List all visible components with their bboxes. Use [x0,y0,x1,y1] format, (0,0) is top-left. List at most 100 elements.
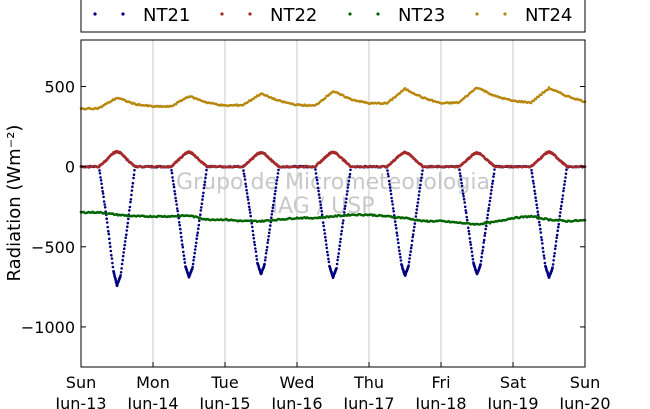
data-point [273,196,276,200]
data-point [459,178,463,181]
data-point [465,218,469,222]
data-point [489,196,492,199]
data-point [108,241,112,245]
data-point [487,209,490,212]
data-point [419,183,422,187]
data-point [409,246,413,250]
data-point [124,236,127,240]
data-point [408,253,412,257]
data-series [79,86,587,288]
plot-area-frame [80,39,586,368]
data-point [200,206,203,209]
data-point [542,254,546,257]
data-point [560,204,563,208]
data-point [183,257,186,261]
x-tick-label-day: Thu [353,373,384,392]
data-point [551,266,554,270]
data-point [176,209,179,213]
data-point [348,172,352,176]
data-point [119,274,122,277]
data-point [479,259,483,263]
data-point [387,179,391,183]
data-point [490,189,493,192]
data-point [182,254,186,257]
data-point [347,179,351,183]
data-point [462,195,465,198]
data-point [101,192,105,195]
data-point [409,250,413,253]
data-point [110,257,114,260]
x-tick-label-day: Mon [136,373,170,392]
data-point [491,179,495,183]
data-point [319,206,323,210]
data-point [561,197,564,201]
data-point [540,93,543,96]
y-axis-label: Radiation (Wm⁻²) [4,125,25,282]
data-point [175,207,179,210]
data-point [100,186,104,189]
data-point [132,176,135,180]
data-point [470,250,474,254]
y-tick-label: 0 [65,158,75,177]
data-point [248,208,251,211]
data-point [559,211,562,214]
data-point [488,203,491,207]
data-point [396,234,399,237]
data-point [388,186,392,189]
data-point [414,215,418,218]
data-point [416,201,420,204]
data-point [316,186,320,190]
data-point [243,178,247,181]
data-point [345,197,348,200]
data-point [318,200,322,203]
data-point [552,259,555,262]
data-point [542,250,545,254]
data-point [202,186,206,190]
data-point [133,168,136,172]
data-point [267,235,271,238]
legend-label-nt24: NT24 [525,5,572,26]
data-point [175,203,178,206]
data-point [410,244,414,247]
data-point [398,249,401,252]
data-point [487,207,491,210]
x-tick-label-date: Jun-15 [198,394,250,409]
data-point [170,169,173,172]
data-point [458,168,461,171]
data-point [322,224,326,228]
data-point [263,259,267,262]
data-point [179,227,182,231]
data-point [336,255,340,259]
data-point [421,169,424,172]
data-point [249,214,252,218]
data-point [130,193,133,197]
data-point [102,200,106,203]
data-point [416,204,419,208]
data-point [174,102,178,106]
data-point [482,238,486,242]
data-point [320,209,324,213]
data-point [479,263,482,266]
data-point [314,172,318,175]
data-point [543,261,547,265]
data-point [324,96,327,100]
data-point [182,250,185,254]
data-point [389,192,393,196]
data-point [266,241,270,244]
data-point [99,176,102,179]
data-point [267,231,271,235]
x-tick-label-day: Sun [66,373,96,392]
data-point [128,209,131,212]
legend-marker [475,12,479,16]
data-point [315,176,318,179]
data-point [127,217,130,221]
data-point [197,223,201,227]
data-point [413,225,416,229]
data-point [245,188,248,192]
data-point [204,176,207,180]
data-point [539,231,543,234]
data-point [172,185,176,189]
data-point [275,179,279,182]
data-point [562,189,565,193]
data-point [275,182,278,186]
